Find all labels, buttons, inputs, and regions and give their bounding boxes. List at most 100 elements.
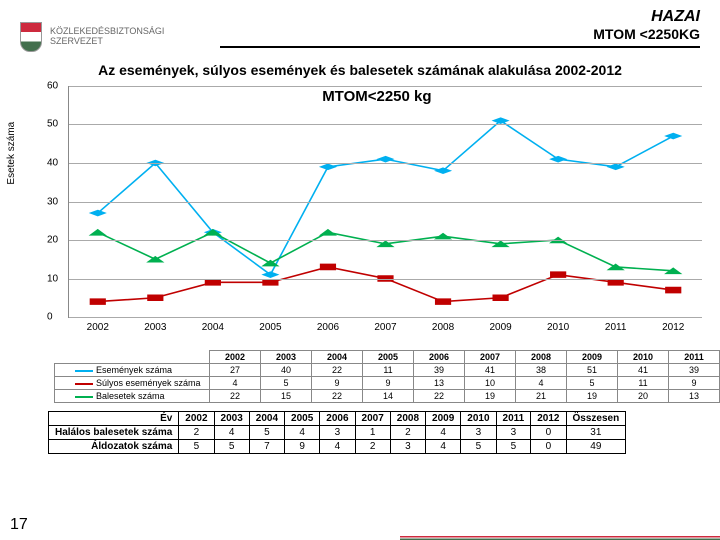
y-tick-label: 10 [47,273,58,284]
y-tick-label: 60 [47,81,58,92]
x-tick-label: 2004 [202,322,224,333]
table-cell: 5 [261,377,312,390]
table-cell: 22 [312,364,363,377]
series-marker [90,299,105,305]
x-tick-label: 2005 [259,322,281,333]
gridline [69,317,702,318]
footer-flag-stripe [400,536,720,540]
series-marker [263,272,278,278]
series-line [98,121,673,275]
fatal-total-cell: 49 [566,440,626,454]
x-tick-label: 2011 [605,322,627,333]
table-year-header: 2010 [618,351,669,364]
table-cell: 22 [210,390,261,403]
fatal-row: Halálos balesetek száma2454312433031 [49,426,626,440]
x-tick-label: 2006 [317,322,339,333]
series-marker [320,230,335,236]
series-marker [205,280,220,286]
series-legend-label: Balesetek száma [55,390,210,403]
x-tick-label: 2007 [374,322,396,333]
table-cell: 22 [312,390,363,403]
series-legend-label: Súlyos események száma [55,377,210,390]
y-axis-label: Esetek száma [6,122,17,185]
fatal-cell: 4 [426,426,461,440]
table-year-header: 2007 [465,351,516,364]
gridline [69,124,702,125]
table-cell: 19 [465,390,516,403]
series-marker [608,280,623,286]
series-marker [551,272,566,278]
table-cell: 21 [516,390,567,403]
table-cell: 38 [516,364,567,377]
fatal-cell: 5 [461,440,496,454]
fatalities-table: Év20022003200420052006200720082009201020… [48,411,626,454]
table-year-header: 2008 [516,351,567,364]
y-tick-label: 20 [47,234,58,245]
table-cell: 13 [669,390,720,403]
table-row: Súlyos események száma45991310451197 [55,377,720,390]
fatal-cell: 5 [496,440,531,454]
table-year-header: 2006 [414,351,465,364]
table-year-header: 2011 [669,351,720,364]
fatal-row-label: Áldozatok száma [49,440,179,454]
fatal-year-header: 2002 [179,412,214,426]
table-row: Események száma2740221139413851413947 [55,364,720,377]
table-year-header: 2009 [567,351,618,364]
page-subtitle: Az események, súlyos események és balese… [0,56,720,80]
table-cell: 41 [465,364,516,377]
series-marker [666,287,681,293]
fatal-cell: 3 [461,426,496,440]
series-marker [263,280,278,286]
x-tick-label: 2012 [662,322,684,333]
table-year-header: 2005 [363,351,414,364]
fatal-cell: 5 [249,426,284,440]
table-cell: 9 [312,377,363,390]
series-marker [148,295,163,301]
gridline [69,279,702,280]
fatal-cell: 2 [179,426,214,440]
hungarian-crest-icon [20,22,42,52]
table-cell: 39 [669,364,720,377]
table-cell: 15 [261,390,312,403]
fatal-cell: 3 [320,426,355,440]
fatal-cell: 0 [531,426,566,440]
table-cell: 13 [414,377,465,390]
fatal-year-header: 2006 [320,412,355,426]
fatal-cell: 9 [285,440,320,454]
table-cell: 9 [669,377,720,390]
fatal-cell: 4 [320,440,355,454]
header: HAZAI MTOM <2250KG KÖZLEKEDÉSBIZTONSÁGI … [0,0,720,56]
series-marker [378,156,393,162]
series-marker [90,210,105,216]
series-marker [493,118,508,124]
y-tick-label: 30 [47,196,58,207]
table-cell: 20 [618,390,669,403]
series-marker [320,264,335,270]
x-tick-label: 2010 [547,322,569,333]
fatal-year-header: 2011 [496,412,531,426]
x-tick-label: 2003 [144,322,166,333]
x-tick-label: 2009 [489,322,511,333]
table-year-header: 2004 [312,351,363,364]
fatal-year-header: 2010 [461,412,496,426]
page-number: 17 [10,516,28,534]
fatal-cell: 2 [390,426,425,440]
table-cell: 39 [414,364,465,377]
gridline [69,163,702,164]
fatal-year-header: 2009 [426,412,461,426]
header-rule [220,46,700,48]
fatal-row-label: Halálos balesetek száma [49,426,179,440]
fatal-col-year-label: Év [49,412,179,426]
org-line-2: SZERVEZET [50,37,164,47]
table-cell: 10 [465,377,516,390]
gridline [69,202,702,203]
gridline [69,86,702,87]
fatal-year-header: 2007 [355,412,390,426]
fatal-cell: 0 [531,440,566,454]
table-cell: 51 [567,364,618,377]
table-cell: 19 [567,390,618,403]
series-marker [435,299,450,305]
fatal-cell: 5 [179,440,214,454]
y-tick-label: 40 [47,157,58,168]
table-cell: 14 [363,390,414,403]
